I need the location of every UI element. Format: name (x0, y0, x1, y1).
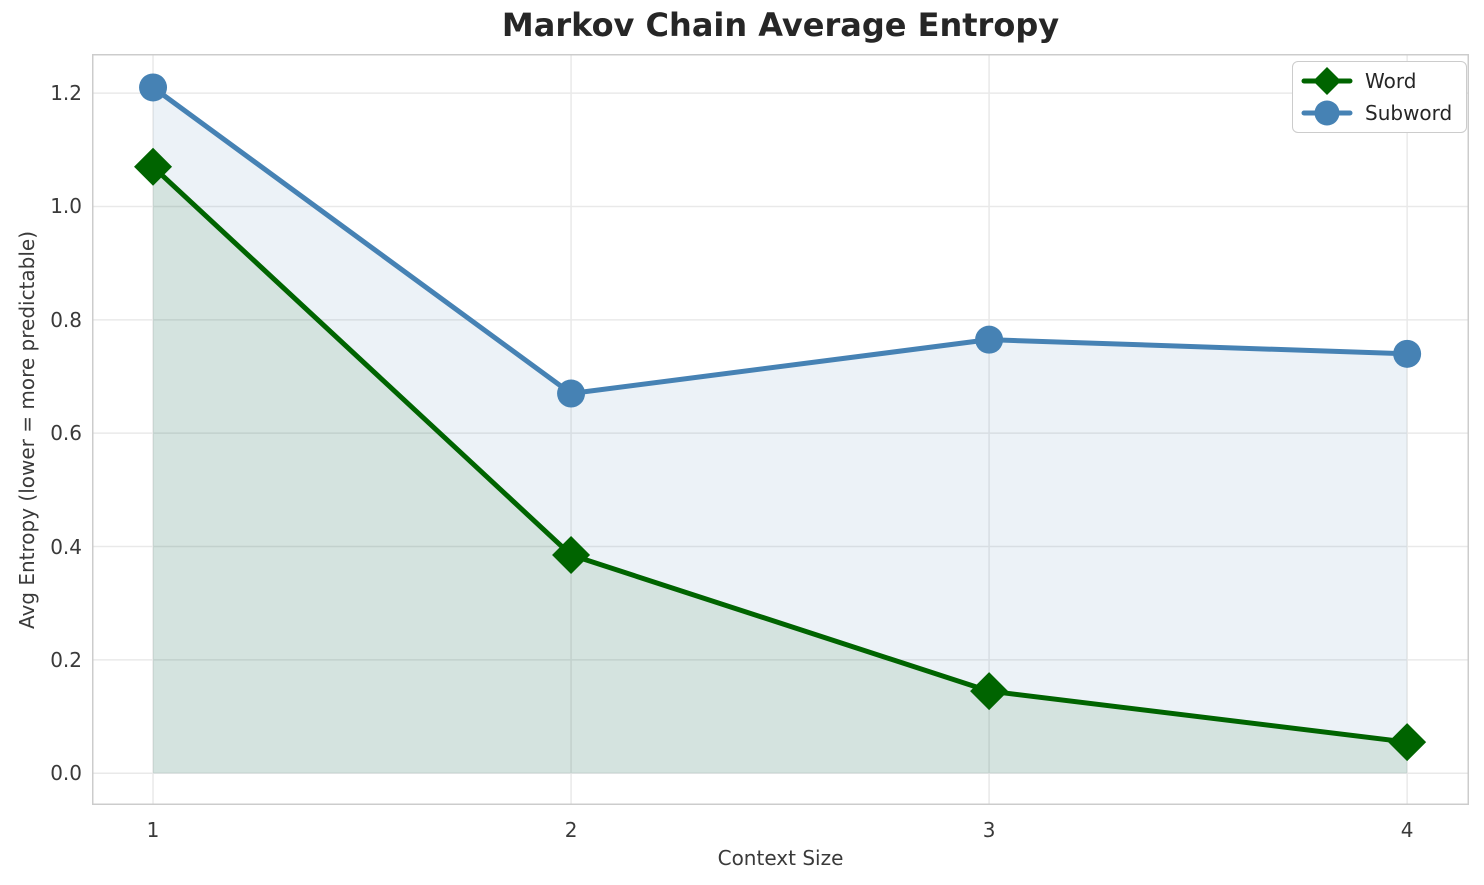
y-tick-label: 0.4 (50, 534, 82, 559)
word-marker (1388, 723, 1427, 762)
x-axis-label: Context Size (717, 846, 844, 870)
legend: Word Subword (1292, 61, 1468, 133)
subword-marker (139, 73, 168, 102)
legend-item-word: Word (1301, 66, 1452, 96)
y-tick-label: 0.0 (50, 761, 82, 786)
y-tick-label: 0.2 (50, 647, 82, 672)
word-marker (970, 672, 1009, 711)
subword-markers (139, 73, 1422, 408)
word-series-diamond-icon (1301, 66, 1353, 96)
legend-marker-glyph (1301, 67, 1353, 95)
legend-label-word: Word (1365, 69, 1417, 93)
plot-background (92, 54, 1469, 805)
word-fill-area (153, 166, 1408, 774)
x-tick-label: 1 (146, 818, 160, 842)
chart-title: Markov Chain Average Entropy (501, 6, 1060, 44)
y-tick-label: 1.0 (50, 194, 82, 219)
y-tick-label: 1.2 (50, 81, 82, 106)
word-markers (134, 147, 1427, 762)
x-tick-label: 4 (1400, 818, 1414, 842)
subword-fill-area (153, 87, 1408, 774)
subword-series-circle-icon (1301, 98, 1353, 128)
x-tick-label: 2 (564, 818, 578, 842)
plot-area (92, 54, 1469, 805)
word-line (150, 164, 1410, 745)
legend-label-subword: Subword (1365, 101, 1453, 125)
word-marker (134, 147, 173, 186)
subword-line (150, 84, 1410, 397)
y-tick-label: 0.6 (50, 421, 82, 446)
y-tick-label: 0.8 (50, 307, 82, 332)
x-tick-label: 3 (982, 818, 996, 842)
subword-marker (975, 325, 1004, 354)
legend-marker-glyph (1301, 100, 1353, 126)
plot-frame (92, 54, 1469, 805)
legend-item-subword: Subword (1301, 98, 1452, 128)
subword-marker (1393, 339, 1422, 368)
subword-marker (557, 379, 586, 408)
word-marker (552, 536, 591, 575)
